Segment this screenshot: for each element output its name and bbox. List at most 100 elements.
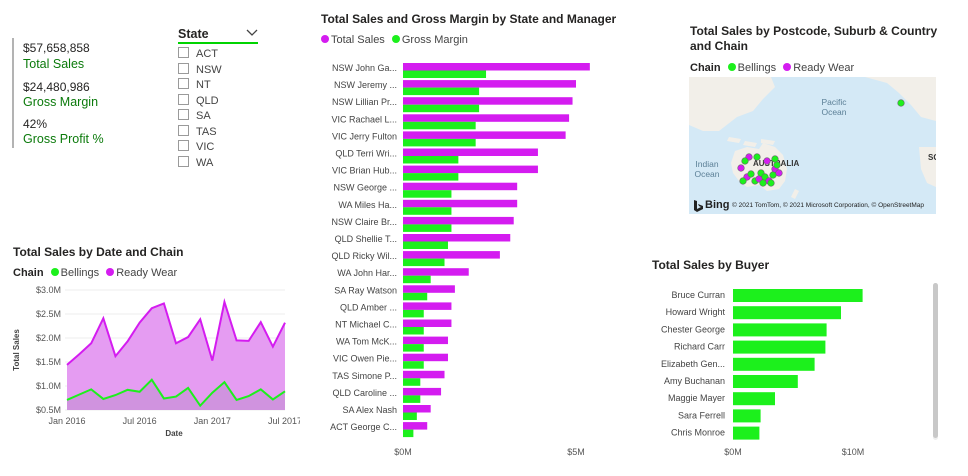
gross-margin-bar[interactable] bbox=[403, 292, 428, 301]
total-sales-bar[interactable] bbox=[403, 80, 576, 88]
bellings-bubble[interactable] bbox=[739, 177, 747, 185]
checkbox-icon[interactable] bbox=[178, 62, 189, 74]
bellings-bubble[interactable] bbox=[767, 179, 775, 187]
slicer-option-sa[interactable]: SA bbox=[178, 109, 211, 122]
map-legend-bellings[interactable]: Bellings bbox=[737, 62, 777, 74]
gross-margin-bar[interactable] bbox=[403, 309, 424, 318]
buyer-scrollbar[interactable] bbox=[933, 283, 938, 438]
buyer-bar[interactable] bbox=[733, 426, 760, 440]
total-sales-bar[interactable] bbox=[403, 370, 445, 379]
buyer-bar[interactable] bbox=[733, 306, 841, 320]
slicer-option-label: VIC bbox=[196, 141, 215, 153]
category-label: NSW Lillian Pr... bbox=[332, 97, 397, 107]
bellings-bubble[interactable] bbox=[753, 153, 761, 161]
map-attribution[interactable]: © 2021 TomTom, © 2021 Microsoft Corporat… bbox=[732, 202, 925, 209]
slicer-option-label: WA bbox=[196, 156, 214, 169]
total-sales-bar[interactable] bbox=[403, 148, 538, 157]
bellings-bubble[interactable] bbox=[747, 170, 755, 178]
gross-margin-bar[interactable] bbox=[403, 190, 452, 198]
total-sales-bar[interactable] bbox=[403, 234, 511, 242]
gross-margin-bar[interactable] bbox=[403, 378, 421, 386]
total-sales-bar[interactable] bbox=[403, 251, 500, 259]
checkbox-icon[interactable] bbox=[178, 78, 189, 89]
total-sales-bar[interactable] bbox=[403, 114, 570, 122]
buyer-bar[interactable] bbox=[733, 392, 775, 406]
total-sales-bar[interactable] bbox=[403, 319, 452, 328]
gross-margin-bar[interactable] bbox=[403, 361, 424, 369]
total-sales-bar[interactable] bbox=[403, 268, 469, 276]
slicer-option-vic[interactable]: VIC bbox=[178, 140, 214, 153]
chevron-down-icon[interactable] bbox=[246, 27, 258, 39]
gross-margin-bar[interactable] bbox=[403, 327, 424, 335]
gross-margin-bar[interactable] bbox=[403, 344, 424, 352]
slicer-option-label: TAS bbox=[196, 125, 217, 138]
total-sales-bar[interactable] bbox=[403, 131, 566, 139]
bellings-bubble[interactable] bbox=[773, 161, 781, 169]
ready-wear-bubble[interactable] bbox=[737, 164, 745, 172]
gross-margin-bar[interactable] bbox=[403, 138, 476, 147]
map-bellings-dot bbox=[727, 63, 736, 71]
gross-margin-bar[interactable] bbox=[403, 121, 476, 130]
gross-margin-bar[interactable] bbox=[403, 429, 414, 438]
total-sales-bar[interactable] bbox=[403, 387, 442, 396]
bellings-bubble[interactable] bbox=[771, 155, 779, 163]
gross-margin-bar[interactable] bbox=[403, 412, 417, 421]
bellings-bubble[interactable] bbox=[897, 99, 905, 107]
bellings-bubble[interactable] bbox=[741, 157, 749, 165]
buyer-bar[interactable] bbox=[733, 289, 863, 302]
ready-wear-bubble[interactable] bbox=[775, 169, 783, 177]
legend-total-sales[interactable]: Total Sales bbox=[331, 34, 385, 46]
gross-margin-bar[interactable] bbox=[403, 156, 459, 164]
total-sales-bar[interactable] bbox=[403, 302, 452, 310]
buyer-bar[interactable] bbox=[733, 340, 826, 354]
legend-ready-wear[interactable]: Ready Wear bbox=[116, 267, 178, 279]
gross-margin-bar[interactable] bbox=[403, 241, 448, 250]
sales-map[interactable]: Pacific Ocean Indian Ocean AUSTRALIA SOU… bbox=[689, 77, 936, 214]
checkbox-icon[interactable] bbox=[178, 140, 189, 151]
legend-bellings[interactable]: Bellings bbox=[60, 267, 100, 279]
gross-margin-bar[interactable] bbox=[403, 258, 445, 267]
ready-wear-bubble[interactable] bbox=[763, 157, 771, 165]
gross-margin-bar[interactable] bbox=[403, 275, 431, 284]
total-sales-bar[interactable] bbox=[403, 63, 590, 71]
total-sales-bar[interactable] bbox=[403, 336, 448, 345]
total-sales-bar[interactable] bbox=[403, 353, 448, 362]
buyer-bar[interactable] bbox=[733, 357, 815, 371]
total-sales-bar[interactable] bbox=[403, 285, 455, 293]
gross-margin-bar[interactable] bbox=[403, 70, 487, 79]
total-sales-bar[interactable] bbox=[403, 165, 538, 174]
buyer-bar[interactable] bbox=[733, 409, 761, 423]
bellings-bubble[interactable] bbox=[759, 179, 767, 187]
total-sales-bar[interactable] bbox=[403, 199, 518, 208]
bellings-line[interactable] bbox=[66, 378, 286, 408]
total-sales-bar[interactable] bbox=[403, 97, 573, 105]
gross-margin-bar[interactable] bbox=[403, 104, 480, 113]
checkbox-icon[interactable] bbox=[178, 93, 189, 105]
gross-margin-bar[interactable] bbox=[403, 87, 480, 96]
slicer-option-wa[interactable]: WA bbox=[178, 155, 214, 169]
map-legend-ready-wear[interactable]: Ready Wear bbox=[793, 62, 855, 74]
total-sales-bar[interactable] bbox=[403, 182, 518, 191]
checkbox-icon[interactable] bbox=[178, 109, 189, 120]
slicer-option-act[interactable]: ACT bbox=[178, 47, 218, 60]
checkbox-icon[interactable] bbox=[178, 47, 189, 58]
ready-wear-line[interactable] bbox=[66, 298, 286, 366]
checkbox-icon[interactable] bbox=[178, 124, 189, 136]
total-sales-bar[interactable] bbox=[403, 405, 431, 413]
bellings-bubble[interactable] bbox=[769, 171, 777, 179]
buyer-bar[interactable] bbox=[733, 375, 798, 388]
gross-margin-bar[interactable] bbox=[403, 173, 459, 181]
total-sales-bar[interactable] bbox=[403, 216, 514, 225]
checkbox-icon[interactable] bbox=[178, 155, 189, 167]
legend-gross-margin[interactable]: Gross Margin bbox=[401, 34, 468, 46]
gross-margin-bar[interactable] bbox=[403, 224, 452, 232]
slicer-option-tas[interactable]: TAS bbox=[178, 124, 217, 138]
slicer-option-nsw[interactable]: NSW bbox=[178, 62, 222, 76]
gross-margin-bar[interactable] bbox=[403, 207, 452, 215]
buyer-bar[interactable] bbox=[733, 323, 827, 337]
category-label: QLD Terri Wri... bbox=[335, 149, 397, 159]
slicer-option-nt[interactable]: NT bbox=[178, 78, 211, 91]
gross-margin-bar[interactable] bbox=[403, 395, 421, 403]
slicer-option-qld[interactable]: QLD bbox=[178, 93, 219, 107]
total-sales-bar[interactable] bbox=[403, 422, 428, 430]
